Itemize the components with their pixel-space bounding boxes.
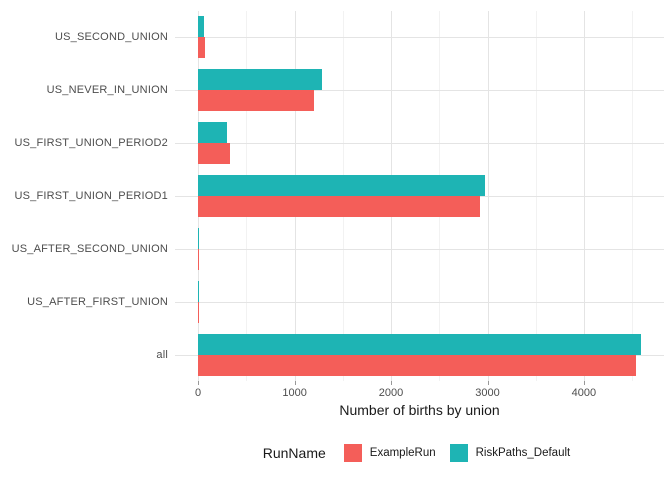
y-tick-label-us_first_union_period1: US_FIRST_UNION_PERIOD1 xyxy=(14,190,168,202)
x-axis-title: Number of births by union xyxy=(339,402,500,418)
x-tick-label-3000: 3000 xyxy=(475,387,500,399)
bar-riskpaths_default-us_never_in_union xyxy=(198,69,322,91)
y-tick-label-us_first_union_period2: US_FIRST_UNION_PERIOD2 xyxy=(14,137,168,150)
bar-examplerun-us_second_union xyxy=(198,37,205,59)
bar-examplerun-us_never_in_union xyxy=(198,90,314,112)
y-tick-label-all: all xyxy=(156,348,168,361)
bar-riskpaths_default-all xyxy=(198,333,641,355)
bar-riskpaths_default-us_after_second_union xyxy=(198,227,200,249)
legend-label-examplerun: ExampleRun xyxy=(369,447,436,459)
bar-examplerun-all xyxy=(198,354,636,376)
legend-swatch-examplerun xyxy=(343,444,362,462)
legend: RunName ExampleRun RiskPaths_Default xyxy=(175,440,664,466)
bar-examplerun-us_first_union_period1 xyxy=(198,196,481,217)
bar-examplerun-us_after_second_union xyxy=(198,248,200,270)
category-gridline-us_first_union_period2 xyxy=(175,143,664,145)
x-tick-label-2000: 2000 xyxy=(378,387,404,399)
category-gridline-us_after_second_union xyxy=(175,248,664,250)
x-tick-label-4000: 4000 xyxy=(571,387,597,399)
bar-examplerun-us_first_union_period2 xyxy=(198,143,230,165)
category-gridline-us_after_first_union xyxy=(175,301,664,303)
x-tick-label-0: 0 xyxy=(195,387,202,399)
legend-item-examplerun: ExampleRun xyxy=(343,444,436,462)
y-axis-labels: US_SECOND_UNION US_NEVER_IN_UNION US_FIRST… xyxy=(0,11,168,381)
bar-riskpaths_default-us_after_first_union xyxy=(198,280,200,302)
x-tick-mark-0 xyxy=(198,381,200,385)
y-tick-label-us_after_second_union: US_AFTER_SECOND_UNION xyxy=(11,242,168,255)
category-gridline-us_never_in_union xyxy=(175,90,664,92)
bar-examplerun-us_after_first_union xyxy=(198,301,200,323)
legend-swatch-riskpaths-default xyxy=(449,444,468,462)
y-tick-label-us_after_first_union: US_AFTER_FIRST_UNION xyxy=(27,295,168,308)
legend-title: RunName xyxy=(262,445,326,461)
bar-riskpaths_default-us_first_union_period1 xyxy=(198,175,485,196)
bar-riskpaths_default-us_second_union xyxy=(198,16,204,38)
plot-panel xyxy=(175,11,664,381)
y-tick-label-us_second_union: US_SECOND_UNION xyxy=(54,31,168,44)
x-tick-mark-1000 xyxy=(294,381,296,385)
x-tick-mark-3000 xyxy=(487,381,489,385)
y-tick-label-us_never_in_union: US_NEVER_IN_UNION xyxy=(46,84,168,97)
bar-riskpaths_default-us_first_union_period2 xyxy=(198,122,227,144)
category-gridline-us_second_union xyxy=(175,37,664,39)
legend-label-riskpaths-default: RiskPaths_Default xyxy=(475,447,571,459)
x-tick-mark-2000 xyxy=(391,381,392,385)
legend-item-riskpaths-default: RiskPaths_Default xyxy=(449,444,571,462)
x-tick-label-1000: 1000 xyxy=(282,387,307,399)
x-tick-mark-4000 xyxy=(583,381,585,385)
